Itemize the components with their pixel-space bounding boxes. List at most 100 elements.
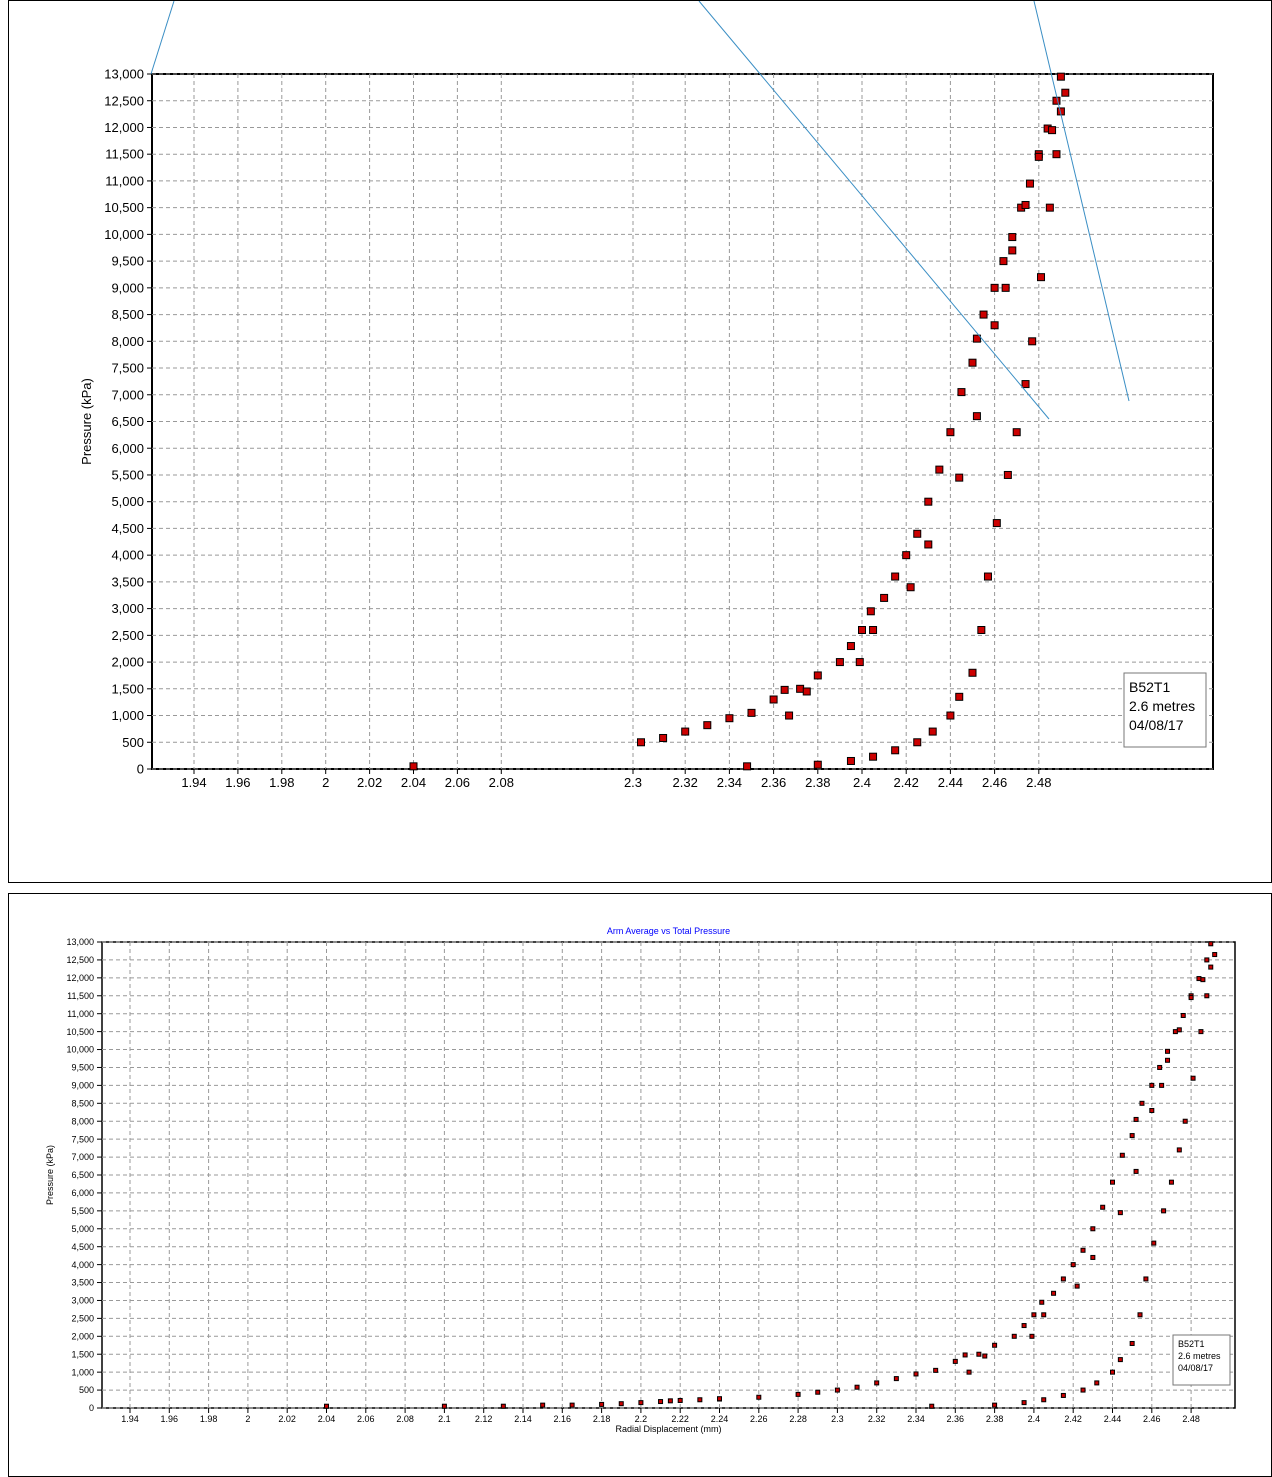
data-point — [966, 1369, 972, 1375]
data-point — [924, 540, 933, 549]
data-point — [1060, 1392, 1066, 1398]
data-point — [1110, 1179, 1115, 1185]
data-point — [569, 1402, 575, 1408]
data-point — [1188, 995, 1194, 1001]
x-tick-label: 2.02 — [357, 775, 382, 790]
data-point — [1182, 1118, 1188, 1124]
data-point — [880, 593, 889, 602]
data-point — [1157, 1064, 1163, 1070]
data-point — [999, 257, 1008, 266]
data-point — [1165, 1057, 1171, 1063]
data-point — [802, 687, 811, 696]
data-point — [846, 756, 855, 765]
data-point — [952, 1358, 958, 1364]
data-point — [933, 1367, 939, 1373]
data-point — [976, 1351, 982, 1357]
data-point — [1151, 1240, 1157, 1246]
data-point — [858, 626, 866, 634]
data-point — [409, 762, 418, 771]
data-point — [1196, 976, 1202, 982]
leader-line — [1033, 1, 1130, 402]
data-point — [677, 1397, 683, 1403]
data-point — [500, 1403, 506, 1409]
y-tick-label: 13,000 — [104, 67, 144, 82]
top-chart-panel: 0 500 1,000 1,500 2,000 2,500 3,000 3,500 4,000 4… — [8, 0, 1272, 883]
data-point — [1204, 957, 1210, 963]
data-point — [756, 1394, 762, 1400]
y-tick-label: 5,000 — [111, 494, 144, 509]
x-tick-label: 2.08 — [489, 775, 514, 790]
data-point — [780, 685, 789, 694]
data-point — [703, 721, 712, 730]
data-point — [1003, 470, 1012, 479]
data-point — [1149, 1082, 1155, 1088]
plot-area — [101, 941, 1236, 1409]
data-point — [929, 1403, 935, 1409]
x-tick-label: 2.32 — [868, 1414, 886, 1424]
data-point — [1212, 952, 1218, 958]
y-tick-label: 500 — [122, 735, 144, 750]
y-tick-label: 8,000 — [111, 334, 144, 349]
data-point — [1100, 1204, 1106, 1210]
data-point — [1172, 1029, 1178, 1035]
y-tick-label: 9,000 — [111, 280, 144, 295]
data-point — [935, 465, 944, 474]
y-tick-label: 5,500 — [111, 468, 144, 483]
data-point — [618, 1401, 624, 1407]
x-tick-label: 2.34 — [717, 775, 742, 790]
x-tick-label: 2.46 — [982, 775, 1007, 790]
x-tick-label: 2.02 — [278, 1414, 296, 1424]
y-axis-label: Pressure (kPa) — [45, 1145, 55, 1205]
y-tick-label: 10,000 — [66, 1045, 94, 1055]
x-tick-label: 2.36 — [761, 775, 786, 790]
data-point — [599, 1401, 605, 1407]
y-tick-label: 8,000 — [71, 1116, 94, 1126]
data-point — [866, 607, 875, 616]
y-tick-label: 12,500 — [104, 93, 144, 108]
legend-box — [1123, 672, 1207, 748]
x-tick-label: 2.1 — [438, 1414, 451, 1424]
data-point — [913, 529, 922, 538]
data-point — [1001, 283, 1010, 292]
y-tick-label: 8,500 — [111, 307, 144, 322]
y-tick-label: 6,000 — [111, 441, 144, 456]
data-point — [979, 310, 988, 319]
y-tick-label: 4,000 — [71, 1260, 94, 1270]
y-tick-label: 9,500 — [111, 254, 144, 269]
data-point — [1090, 1226, 1096, 1232]
x-tick-label: 2 — [245, 1414, 250, 1424]
y-tick-label: 1,000 — [71, 1367, 94, 1377]
data-point — [1037, 273, 1046, 282]
data-point — [1056, 72, 1065, 81]
legend-entry: B52T1 — [1129, 679, 1170, 695]
y-tick-label: 11,000 — [105, 173, 144, 188]
data-point — [846, 642, 855, 651]
data-point — [747, 708, 756, 717]
data-point — [893, 1376, 899, 1382]
y-tick-label: 11,000 — [67, 1009, 94, 1019]
y-tick-label: 11,500 — [67, 991, 94, 1001]
legend-entry: 2.6 metres — [1178, 1351, 1221, 1361]
y-tick-label: 1,000 — [111, 708, 144, 723]
x-tick-label: 2.46 — [1143, 1414, 1161, 1424]
data-point — [1025, 179, 1034, 188]
x-tick-label: 2.12 — [475, 1414, 493, 1424]
data-point — [1090, 1254, 1096, 1260]
x-tick-label: 2.42 — [894, 775, 919, 790]
x-tick-label: 2.44 — [938, 775, 963, 790]
data-point — [1161, 1208, 1167, 1214]
data-point — [1041, 1397, 1047, 1403]
y-tick-label: 9,500 — [71, 1063, 94, 1073]
x-tick-label: 2.48 — [1182, 1414, 1200, 1424]
y-tick-label: 9,000 — [71, 1081, 94, 1091]
x-tick-label: 1.96 — [161, 1414, 179, 1424]
data-point — [1028, 337, 1037, 346]
x-tick-label: 2.38 — [986, 1414, 1004, 1424]
data-point — [1045, 203, 1054, 212]
x-tick-label: 2.06 — [357, 1414, 375, 1424]
y-tick-label: 2,000 — [111, 655, 144, 670]
data-point — [1080, 1247, 1086, 1253]
data-point — [813, 760, 822, 769]
y-tick-label: 6,500 — [71, 1170, 94, 1180]
y-tick-label: 7,000 — [71, 1152, 94, 1162]
